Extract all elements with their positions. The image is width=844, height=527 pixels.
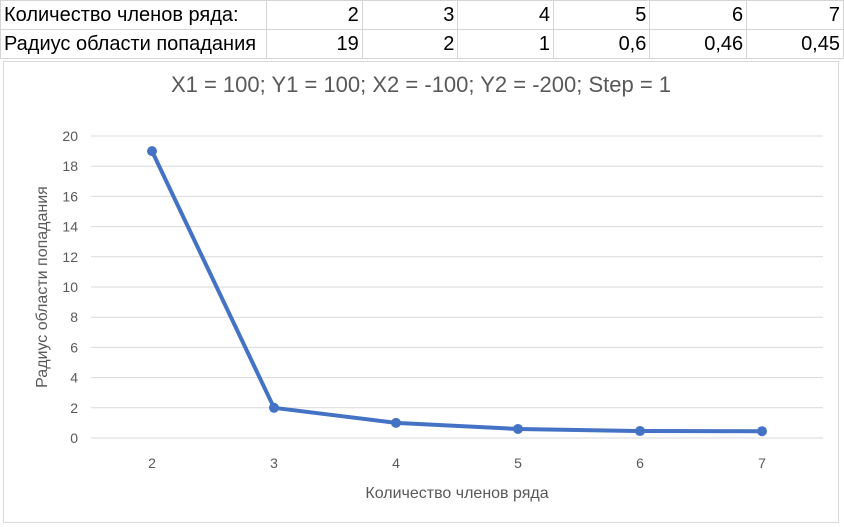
y-tick-label: 16 (62, 188, 78, 204)
table-cell-label[interactable]: Радиус области попадания (0, 29, 267, 59)
data-point (147, 146, 157, 157)
y-tick-label: 4 (70, 370, 78, 386)
data-point (635, 426, 645, 437)
table-cell[interactable]: 5 (553, 0, 651, 30)
table-cell-label[interactable]: Количество членов ряда: (0, 0, 267, 30)
y-tick-label: 18 (62, 158, 78, 174)
table-cell[interactable]: 2 (265, 0, 363, 30)
table-row: Радиус области попадания 19 2 1 0,6 0,46… (0, 29, 844, 59)
x-tick-label: 7 (758, 455, 766, 471)
table-cell[interactable]: 0,45 (746, 29, 844, 59)
table-cell[interactable]: 19 (265, 29, 363, 59)
x-tick-label: 2 (148, 455, 156, 471)
x-axis-title: Количество членов ряда (365, 485, 548, 502)
table-cell[interactable]: 2 (361, 29, 459, 59)
y-tick-label: 2 (70, 400, 78, 416)
y-tick-label: 12 (62, 249, 78, 265)
series-line (150, 149, 764, 434)
y-tick-label: 20 (62, 128, 78, 144)
table-cell[interactable]: 0,46 (649, 29, 748, 59)
table-cell[interactable]: 1 (457, 29, 555, 59)
y-tick-label: 14 (62, 219, 78, 235)
data-point (513, 423, 523, 434)
y-tick-label: 8 (70, 309, 78, 325)
y-tick-label: 0 (70, 430, 78, 446)
chart-title: X1 = 100; Y1 = 100; X2 = -100; Y2 = -200… (170, 72, 672, 97)
table-cell[interactable]: 7 (746, 0, 844, 30)
chart-plot-area: 0 2 4 6 8 10 12 14 16 18 20 2 3 4 5 6 7 Количество членов… (34, 128, 823, 502)
data-point (757, 426, 767, 437)
x-tick-label: 3 (270, 455, 278, 471)
y-axis-title: Радиус области попадания (34, 186, 51, 388)
x-tick-label: 6 (636, 455, 644, 471)
x-tick-label: 4 (392, 455, 400, 471)
table-cell[interactable]: 4 (457, 0, 555, 30)
table-row: Количество членов ряда: 2 3 4 5 6 7 (0, 0, 844, 30)
y-tick-label: 10 (62, 279, 78, 295)
x-tick-label: 5 (514, 455, 522, 471)
table-cell[interactable]: 3 (361, 0, 459, 30)
data-point (269, 402, 279, 413)
y-tick-label: 6 (70, 339, 78, 355)
data-table: Количество членов ряда: 2 3 4 5 6 7 Ради… (0, 0, 844, 59)
table-cell[interactable]: 0,6 (553, 29, 651, 59)
table-cell[interactable]: 6 (649, 0, 748, 30)
line-chart[interactable]: X1 = 100; Y1 = 100; X2 = -100; Y2 = -200… (3, 61, 839, 523)
data-point (391, 417, 401, 428)
